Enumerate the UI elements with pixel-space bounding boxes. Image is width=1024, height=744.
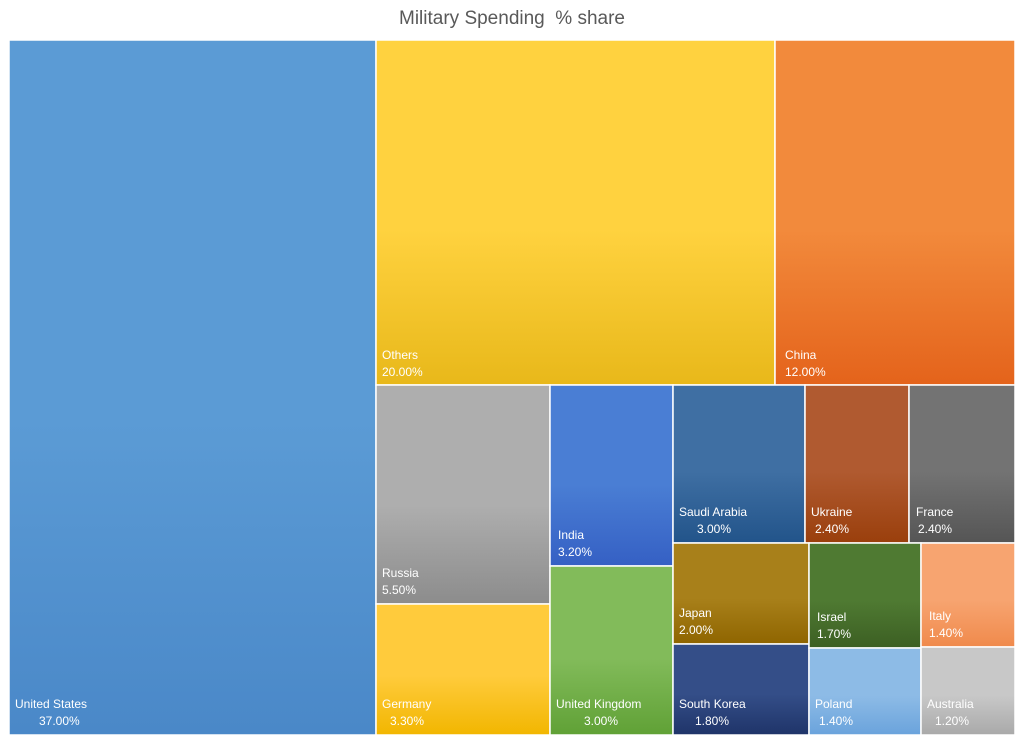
tile-value-united-states: 37.00%	[39, 714, 80, 728]
tile-label-united-kingdom: United Kingdom	[556, 697, 641, 711]
tile-united-states: United States 37.00%	[8, 39, 377, 736]
tile-poland: Poland 1.40%	[808, 647, 922, 736]
tile-china: China 12.00%	[774, 39, 1016, 386]
tile-label-south-korea: South Korea	[679, 697, 746, 711]
tile-rect-japan	[672, 542, 810, 645]
tile-value-japan: 2.00%	[679, 623, 713, 637]
tile-france: France 2.40%	[908, 384, 1016, 544]
tile-rect-united-kingdom	[549, 565, 674, 736]
tile-label-saudi-arabia: Saudi Arabia	[679, 505, 747, 519]
tile-rect-france	[908, 384, 1016, 544]
tile-label-france: France	[916, 505, 954, 519]
tile-australia: Australia 1.20%	[920, 646, 1016, 736]
tile-south-korea: South Korea 1.80%	[672, 643, 810, 736]
tile-label-united-states: United States	[15, 697, 87, 711]
tile-rect-italy	[920, 542, 1016, 648]
tile-rect-united-states	[8, 39, 377, 736]
tile-rect-ukraine	[804, 384, 910, 544]
tile-rect-south-korea	[672, 643, 810, 736]
tile-value-russia: 5.50%	[382, 583, 416, 597]
tile-label-germany: Germany	[382, 697, 431, 711]
tile-israel: Israel 1.70%	[808, 542, 922, 649]
tile-label-poland: Poland	[815, 697, 852, 711]
tile-value-ukraine: 2.40%	[815, 522, 849, 536]
tile-value-south-korea: 1.80%	[695, 714, 729, 728]
tile-rect-poland	[808, 647, 922, 736]
tile-value-poland: 1.40%	[819, 714, 853, 728]
tile-label-india: India	[558, 528, 584, 542]
tile-label-israel: Israel	[817, 610, 846, 624]
tile-rect-others	[375, 39, 776, 386]
tile-india: India 3.20%	[549, 384, 674, 567]
tile-united-kingdom: United Kingdom 3.00%	[549, 565, 674, 736]
tile-germany: Germany 3.30%	[375, 603, 551, 736]
tile-saudi-arabia: Saudi Arabia 3.00%	[672, 384, 806, 544]
tile-value-italy: 1.40%	[929, 626, 963, 640]
tile-value-germany: 3.30%	[390, 714, 424, 728]
tile-rect-israel	[808, 542, 922, 649]
tile-rect-india	[549, 384, 674, 567]
tile-value-france: 2.40%	[918, 522, 952, 536]
tile-russia: Russia 5.50%	[375, 384, 551, 605]
tile-value-united-kingdom: 3.00%	[584, 714, 618, 728]
tile-value-australia: 1.20%	[935, 714, 969, 728]
tile-label-others: Others	[382, 348, 418, 362]
tile-rect-australia	[920, 646, 1016, 736]
tile-value-china: 12.00%	[785, 365, 826, 379]
tile-label-australia: Australia	[927, 697, 974, 711]
tile-label-china: China	[785, 348, 817, 362]
tile-japan: Japan 2.00%	[672, 542, 810, 645]
tile-value-israel: 1.70%	[817, 627, 851, 641]
tile-value-india: 3.20%	[558, 545, 592, 559]
tile-rect-china	[774, 39, 1016, 386]
tile-value-others: 20.00%	[382, 365, 423, 379]
tile-italy: Italy 1.40%	[920, 542, 1016, 648]
tile-value-saudi-arabia: 3.00%	[697, 522, 731, 536]
tile-ukraine: Ukraine 2.40%	[804, 384, 910, 544]
chart-title: Military Spending % share	[399, 8, 625, 29]
tile-rect-germany	[375, 603, 551, 736]
tile-others: Others 20.00%	[375, 39, 776, 386]
tile-label-russia: Russia	[382, 566, 419, 580]
tile-label-japan: Japan	[679, 606, 712, 620]
tile-label-ukraine: Ukraine	[811, 505, 853, 519]
tile-label-italy: Italy	[929, 609, 951, 623]
tile-rect-saudi-arabia	[672, 384, 806, 544]
